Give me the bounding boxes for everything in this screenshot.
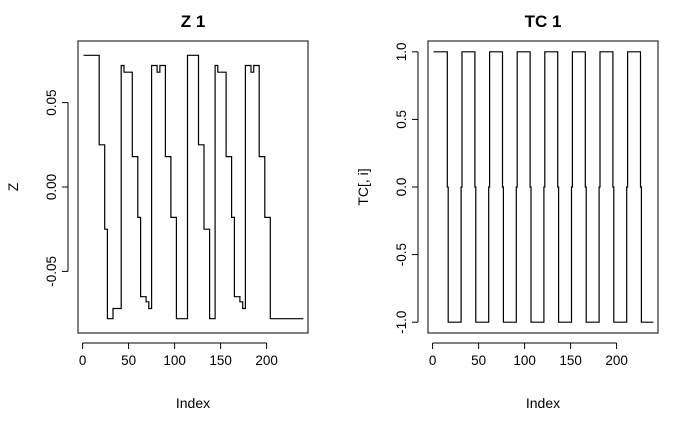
- y-tick-label: -0.5: [394, 243, 409, 266]
- y-tick-label: 0.0: [394, 178, 409, 197]
- chart-title: Z 1: [181, 12, 206, 31]
- plot-frame: [427, 40, 659, 334]
- x-axis-label: Index: [176, 395, 210, 411]
- series-line: [433, 51, 654, 323]
- x-tick-label: 200: [605, 353, 628, 368]
- series-group: [433, 51, 654, 323]
- y-axis-label: TC[, i]: [355, 168, 371, 205]
- x-axis: 0 50 100 150 200: [429, 342, 628, 368]
- y-axis: -0.05 0.00 0.05: [44, 89, 69, 287]
- y-tick-label: -1.0: [394, 311, 409, 334]
- x-tick-label: 200: [255, 353, 278, 368]
- x-axis-label: Index: [526, 395, 560, 411]
- x-tick-label: 50: [121, 353, 136, 368]
- y-tick-label: 0.00: [44, 174, 59, 200]
- x-tick-label: 0: [79, 353, 87, 368]
- y-tick-label: 1.0: [394, 42, 409, 61]
- y-tick-label: 0.05: [44, 89, 59, 115]
- chart-panel-tc1: TC 1 0 50 100 150 200 -1.0 -0.5 0.0 0.5 1.0 Inde…: [355, 12, 659, 411]
- y-axis-label: Z: [5, 182, 21, 191]
- series-line: [83, 54, 304, 320]
- x-tick-label: 50: [471, 353, 486, 368]
- x-tick-label: 100: [163, 353, 186, 368]
- x-tick-label: 150: [209, 353, 232, 368]
- x-axis: 0 50 100 150 200: [79, 342, 278, 368]
- x-tick-label: 150: [559, 353, 582, 368]
- chart-panel-z1: Z 1 0 50 100 150 200 -0.05 0.00 0.05 Index Z: [5, 12, 309, 411]
- series-group: [83, 54, 304, 320]
- y-tick-label: -0.05: [44, 256, 59, 287]
- y-axis: -1.0 -0.5 0.0 0.5 1.0: [394, 42, 419, 334]
- x-tick-label: 100: [513, 353, 536, 368]
- chart-title: TC 1: [525, 12, 562, 31]
- plot-frame: [77, 40, 309, 334]
- x-tick-label: 0: [429, 353, 437, 368]
- y-tick-label: 0.5: [394, 110, 409, 129]
